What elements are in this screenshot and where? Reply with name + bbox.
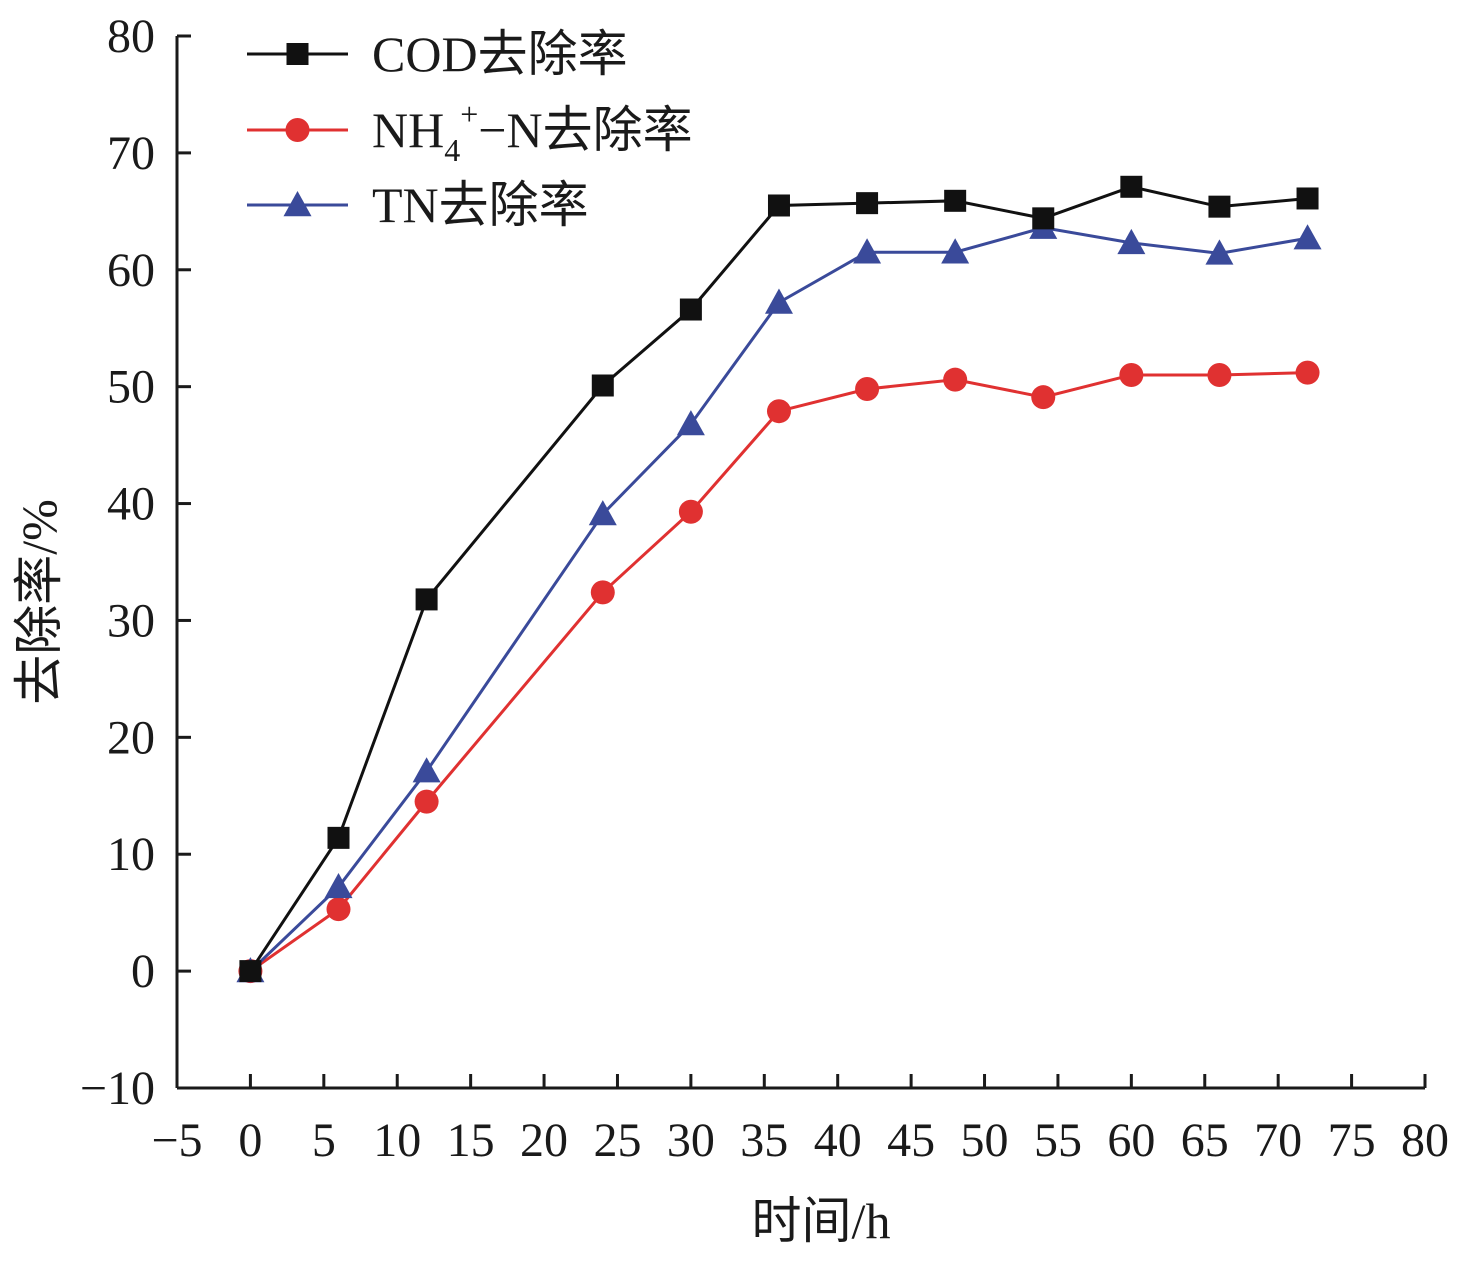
x-tick-label: 5 <box>312 1114 336 1167</box>
legend-marker <box>283 191 312 217</box>
y-tick-label: 70 <box>107 127 155 180</box>
x-tick-label: 80 <box>1401 1114 1449 1167</box>
data-point-square <box>856 192 879 215</box>
x-tick-label: 35 <box>740 1114 788 1167</box>
x-tick-label: 0 <box>238 1114 262 1167</box>
x-tick-label: 20 <box>520 1114 568 1167</box>
x-tick-label: 10 <box>373 1114 421 1167</box>
data-point-triangle <box>588 500 617 526</box>
data-point-circle <box>326 897 351 922</box>
data-point-square <box>1296 187 1319 210</box>
y-tick-label: 60 <box>107 244 155 297</box>
data-point-circle <box>1295 360 1320 385</box>
data-point-circle <box>414 789 439 814</box>
y-tick-label: 20 <box>107 711 155 764</box>
x-tick-label: 70 <box>1254 1114 1302 1167</box>
legend-label: NH4+−N去除率 <box>372 96 693 168</box>
x-tick-label: 45 <box>887 1114 935 1167</box>
legend-label: TN去除率 <box>372 177 589 233</box>
data-point-triangle <box>764 288 793 314</box>
y-tick-label: 30 <box>107 594 155 647</box>
x-tick-label: 60 <box>1107 1114 1155 1167</box>
x-tick-label: 15 <box>447 1114 495 1167</box>
legend-marker <box>285 118 310 142</box>
data-point-triangle <box>853 238 882 264</box>
data-point-triangle <box>941 238 970 264</box>
data-point-triangle <box>412 757 441 783</box>
y-tick-label: 0 <box>131 945 155 998</box>
data-point-square <box>767 194 790 217</box>
data-point-square <box>679 298 702 321</box>
x-tick-label: 75 <box>1328 1114 1376 1167</box>
y-tick-label: 40 <box>107 478 155 531</box>
y-tick-label: −10 <box>80 1062 155 1115</box>
data-point-triangle <box>1117 228 1146 255</box>
x-tick-label: 55 <box>1034 1114 1082 1167</box>
y-tick-label: 10 <box>107 828 155 881</box>
x-tick-label: 65 <box>1181 1114 1229 1167</box>
legend-label: COD去除率 <box>372 26 628 82</box>
data-point-circle <box>1207 362 1232 387</box>
y-tick-label: 50 <box>107 361 155 414</box>
x-axis-title: 时间/h <box>752 1193 891 1249</box>
data-point-circle <box>943 367 968 392</box>
data-point-circle <box>590 580 615 605</box>
data-point-circle <box>1031 385 1056 410</box>
series-line-circle <box>249 371 1308 973</box>
data-point-circle <box>766 399 791 424</box>
data-point-square <box>1032 207 1055 230</box>
data-point-square <box>944 189 967 212</box>
x-tick-label: 30 <box>667 1114 715 1167</box>
legend-marker <box>286 43 309 65</box>
series-line-square <box>249 185 1308 972</box>
x-tick-label: 40 <box>814 1114 862 1167</box>
data-point-triangle <box>1205 239 1234 265</box>
data-point-square <box>1120 175 1143 198</box>
x-tick-label: 50 <box>961 1114 1009 1167</box>
y-axis-title: 去除率/% <box>11 499 67 705</box>
y-tick-label: 80 <box>107 10 155 63</box>
data-point-square <box>415 588 438 611</box>
x-tick-label: −5 <box>151 1114 202 1167</box>
data-point-triangle <box>1293 224 1322 250</box>
data-point-square <box>239 960 262 983</box>
legend: COD去除率 NH4+−N去除率 TN去除率 <box>247 26 693 233</box>
data-point-circle <box>1119 362 1144 387</box>
data-point-triangle <box>676 410 705 436</box>
x-tick-label: 25 <box>593 1114 641 1167</box>
data-point-triangle <box>324 872 353 899</box>
data-point-square <box>327 826 350 849</box>
series-line-triangle <box>249 226 1308 973</box>
data-point-circle <box>678 499 703 524</box>
data-point-square <box>1208 195 1231 218</box>
data-point-square <box>591 374 614 397</box>
data-point-circle <box>855 377 880 402</box>
